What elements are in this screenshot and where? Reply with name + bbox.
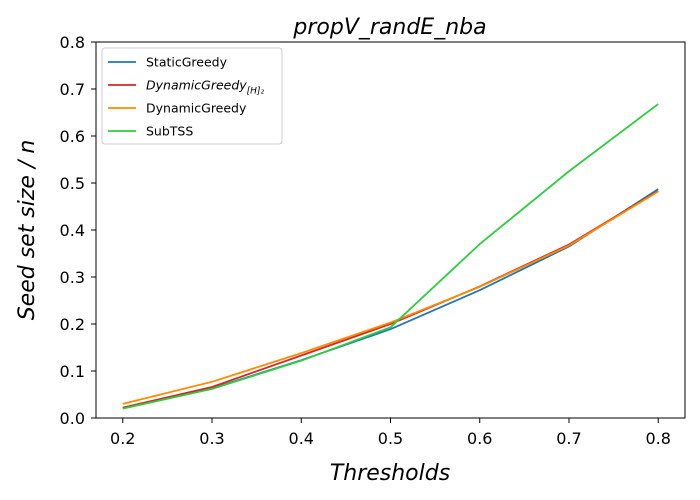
legend-box (101, 47, 283, 145)
y-tick-label: 0.1 (60, 362, 85, 381)
y-tick-label: 0.0 (60, 409, 85, 428)
y-tick-label: 0.2 (60, 315, 85, 334)
legend-label: StaticGreedy (146, 55, 228, 70)
series-line-1 (122, 190, 659, 409)
series-line-2 (122, 190, 659, 405)
legend: StaticGreedy DynamicGreedy[H]₂ DynamicGree… (101, 47, 283, 145)
x-tick-label: 0.3 (199, 429, 224, 448)
series-line-0 (122, 188, 659, 410)
plot-area: 0.2 0.3 0.4 0.5 0.6 0.7 0.8 0.0 0.1 0.2 0.3 0.4 0.5 0… (60, 33, 686, 448)
series-line-3 (122, 103, 659, 410)
x-tick-label: 0.5 (378, 429, 403, 448)
x-tick-label: 0.8 (646, 429, 671, 448)
y-tick-label: 0.3 (60, 268, 85, 287)
y-tick-label: 0.5 (60, 174, 85, 193)
x-tick-label: 0.7 (556, 429, 581, 448)
legend-label: DynamicGreedy[H]₂ (146, 78, 264, 97)
y-axis-label: Seed set size / n (15, 140, 40, 321)
x-tick-label: 0.4 (289, 429, 314, 448)
y-tick-label: 0.8 (60, 33, 85, 52)
x-tick-label: 0.2 (110, 429, 135, 448)
x-tick-label: 0.6 (467, 429, 492, 448)
y-tick-label: 0.7 (60, 80, 85, 99)
x-axis-label: Thresholds (330, 461, 450, 486)
legend-label: DynamicGreedy (146, 101, 247, 116)
y-tick-label: 0.4 (60, 221, 85, 240)
chart-title: propV_randE_nba (292, 15, 486, 40)
y-tick-label: 0.6 (60, 127, 85, 146)
legend-label: SubTSS (146, 124, 193, 139)
